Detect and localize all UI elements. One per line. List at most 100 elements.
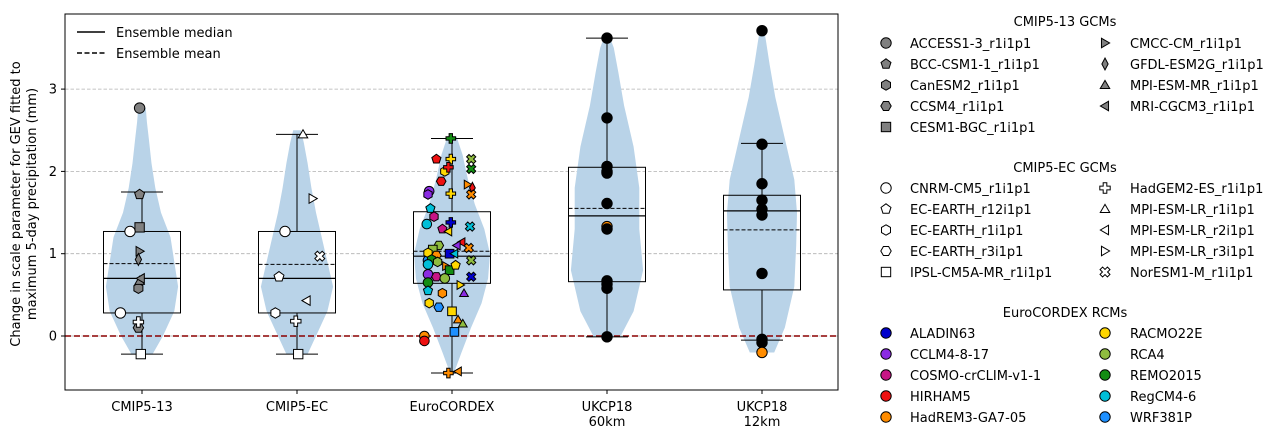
data-point xyxy=(465,271,477,283)
legend-label: WRF381P xyxy=(1130,411,1192,426)
legend-label: EC-EARTH_r12i1p1 xyxy=(910,203,1032,218)
data-point xyxy=(425,203,436,213)
data-point xyxy=(431,272,442,282)
legend-label: BCC-CSM1-1_r1i1p1 xyxy=(910,58,1040,73)
data-point xyxy=(456,279,466,291)
legend-marker xyxy=(1099,224,1110,236)
data-point xyxy=(424,297,434,309)
legend-label: MPI-ESM-MR_r1i1p1 xyxy=(1130,79,1259,94)
legend-marker xyxy=(1099,266,1111,278)
data-point xyxy=(756,209,768,221)
data-point xyxy=(445,217,457,228)
data-point xyxy=(133,102,146,114)
legend-marker xyxy=(880,58,892,69)
legend-marker xyxy=(1099,327,1111,339)
data-point xyxy=(458,287,470,298)
data-point xyxy=(314,250,326,262)
data-point xyxy=(601,331,613,343)
data-point xyxy=(134,252,143,267)
data-point xyxy=(465,254,477,266)
data-point xyxy=(601,197,613,210)
data-point xyxy=(279,225,291,238)
x-tick-label: UKCP18 xyxy=(737,400,788,415)
data-point xyxy=(429,211,439,223)
legend-marker xyxy=(880,411,892,423)
data-point xyxy=(132,316,145,328)
legend-label: MRI-CGCM3_r1i1p1 xyxy=(1130,100,1255,115)
data-point xyxy=(293,348,304,360)
data-point xyxy=(756,336,768,349)
legend-label: MPI-ESM-LR_r2i1p1 xyxy=(1130,224,1255,239)
data-point xyxy=(443,161,454,173)
data-point xyxy=(135,348,146,360)
y-tick-label: 0 xyxy=(49,330,57,345)
data-point xyxy=(601,32,613,44)
legend-title: EuroCORDEX RCMs xyxy=(1003,306,1128,321)
data-point xyxy=(308,192,319,205)
data-point xyxy=(300,295,311,307)
data-point xyxy=(756,267,768,280)
legend-label: EC-EARTH_r1i1p1 xyxy=(910,224,1023,239)
data-point xyxy=(445,133,457,144)
legend-marker xyxy=(1100,37,1111,49)
legend-marker xyxy=(880,369,892,381)
data-point xyxy=(134,188,146,200)
legend-marker xyxy=(880,390,892,402)
data-point xyxy=(451,240,461,251)
y-tick-label: 2 xyxy=(49,165,57,180)
legend-label: RegCM4-6 xyxy=(1130,390,1196,405)
data-point xyxy=(423,189,433,200)
legend-label: NorESM1-M_r1i1p1 xyxy=(1130,266,1253,281)
data-point xyxy=(450,259,461,270)
legend-label: CanESM2_r1i1p1 xyxy=(910,79,1020,94)
y-tick-label: 3 xyxy=(49,83,57,98)
legend-label: HadREM3-GA7-05 xyxy=(910,411,1026,426)
x-tick-label: CMIP5-EC xyxy=(266,400,328,415)
data-point xyxy=(464,221,476,232)
legend-marker xyxy=(1099,390,1111,402)
data-point xyxy=(439,273,451,284)
legend-label: IPSL-CM5A-MR_r1i1p1 xyxy=(910,266,1052,281)
legend-label: COSMO-crCLIM-v1-1 xyxy=(910,369,1041,384)
legend-label: RCA4 xyxy=(1130,348,1165,363)
legend-label: CNRM-CM5_r1i1p1 xyxy=(910,182,1031,197)
legend-label: HadGEM2-ES_r1i1p1 xyxy=(1130,182,1263,197)
y-axis-label: maximum 5-day precipitation (mm) xyxy=(25,88,40,320)
data-point xyxy=(432,256,443,268)
data-point xyxy=(297,128,309,139)
legend-marker xyxy=(1099,182,1111,194)
legend-label: Ensemble mean xyxy=(116,47,221,62)
legend-marker xyxy=(880,101,892,111)
legend-marker xyxy=(1099,369,1111,381)
data-point xyxy=(422,259,434,270)
x-tick-label: UKCP18 xyxy=(582,400,633,415)
data-point xyxy=(114,307,127,319)
data-point xyxy=(133,282,144,295)
legend-label: REMO2015 xyxy=(1130,369,1202,384)
legend-marker xyxy=(880,121,892,133)
data-point xyxy=(433,302,445,312)
legend-marker xyxy=(881,79,891,91)
legend-marker xyxy=(1099,203,1111,214)
legend-label: MPI-ESM-LR_r3i1p1 xyxy=(1130,245,1255,260)
data-point xyxy=(465,153,477,165)
data-point xyxy=(447,306,457,317)
legend-marker xyxy=(880,37,892,49)
legend-marker xyxy=(1099,348,1111,360)
legend-marker xyxy=(880,182,892,194)
data-point xyxy=(601,223,613,235)
data-point xyxy=(756,346,768,359)
data-point xyxy=(421,218,433,230)
data-point xyxy=(124,225,136,238)
data-point xyxy=(444,265,455,275)
data-point xyxy=(456,236,466,248)
iqr-box xyxy=(258,230,336,314)
data-point xyxy=(437,287,448,299)
data-point xyxy=(756,24,768,37)
x-tick-label: EuroCORDEX xyxy=(410,400,495,415)
data-point xyxy=(452,314,464,324)
data-point xyxy=(443,367,454,379)
iqr-box xyxy=(413,211,491,284)
legend-label: ACCESS1-3_r1i1p1 xyxy=(910,37,1031,52)
